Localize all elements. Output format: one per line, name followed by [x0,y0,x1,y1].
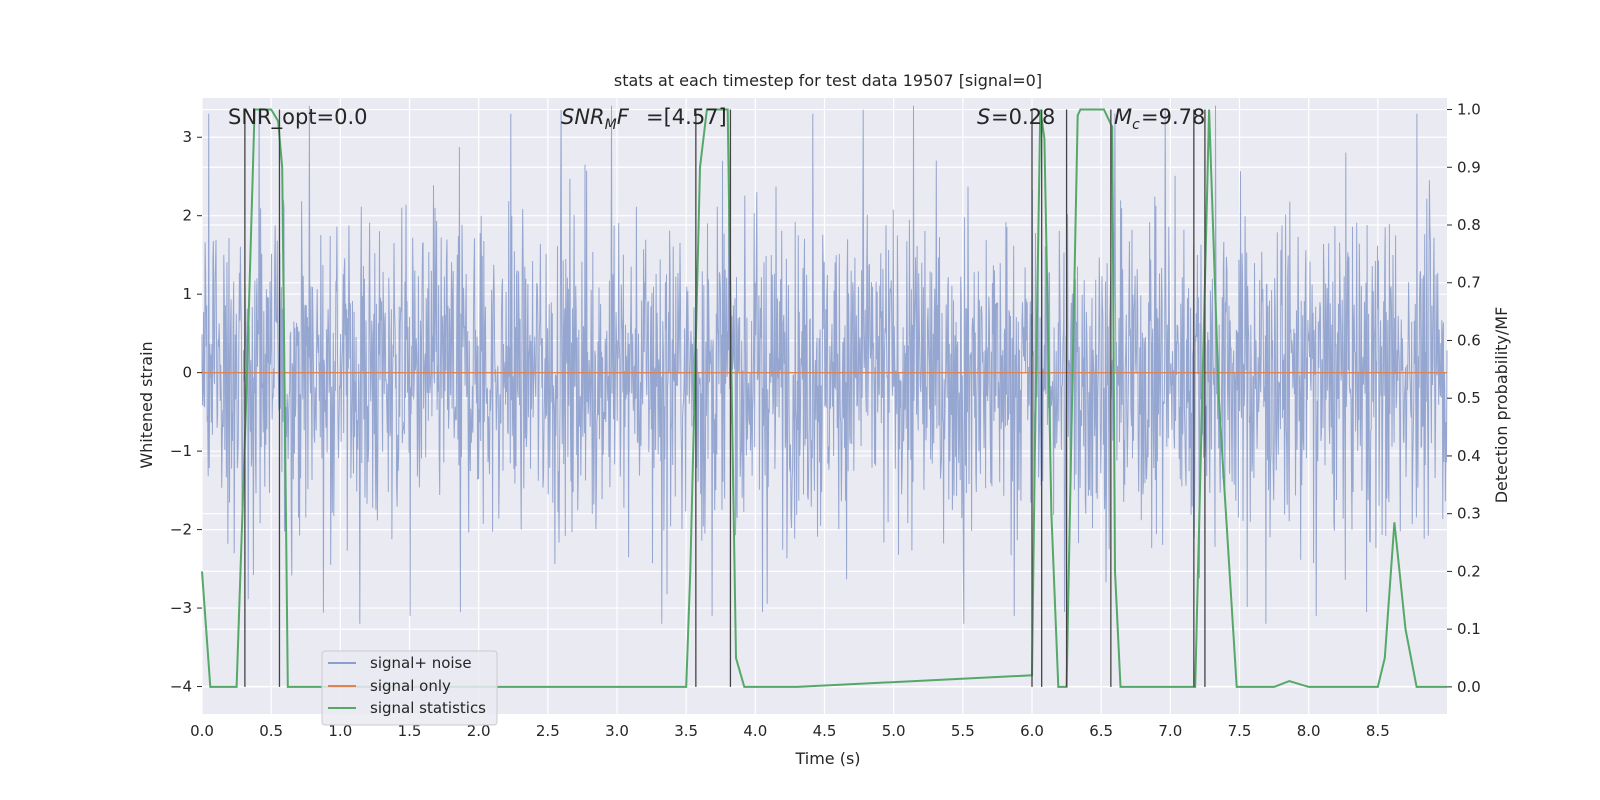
legend-label-stats: signal statistics [370,699,486,717]
detection-window-lines [244,109,1206,687]
x-tick-label: 3.5 [674,722,698,740]
y2-tick-label: 0.3 [1457,505,1481,523]
y2-tick-label: 1.0 [1457,101,1481,119]
chart-title: stats at each timestep for test data 195… [614,71,1042,90]
y2-tick-label: 0.4 [1457,447,1481,465]
y-axis-ticks: 3 2 1 0 −1 −2 −3 −4 [170,128,202,696]
y2-axis-label: Detection probability/MF [1492,307,1511,504]
x-tick-label: 3.0 [605,722,629,740]
x-tick-label: 0.5 [259,722,283,740]
signal-statistics-line [201,108,1447,688]
annotation-s-stat: S =0.28 [977,105,1055,129]
y2-tick-label: 0.2 [1457,562,1481,580]
y2-tick-label: 0.7 [1457,274,1481,292]
y-tick-label: −3 [170,599,192,617]
y-axis-label: Whitened strain [137,341,156,468]
y-tick-label: −4 [170,678,192,696]
x-tick-label: 7.0 [1158,722,1182,740]
signal-plus-noise-series [201,105,1448,624]
x-axis-label: Time (s) [794,749,860,768]
x-tick-label: 8.0 [1297,722,1321,740]
x-tick-label: 4.0 [743,722,767,740]
annotation-snr-mf: SNRMF =[4.57] [561,105,727,133]
y2-tick-label: 0.0 [1457,678,1481,696]
legend-label-signal: signal only [370,677,451,695]
y-tick-label: −2 [170,521,192,539]
y-tick-label: 3 [182,128,192,146]
annotation-mc-value: =9.78 [1141,105,1205,129]
annotation-s-value: =0.28 [991,105,1055,129]
x-tick-label: 0.0 [190,722,214,740]
annotation-snr-mf-symbol: SNRMF [561,105,630,133]
x-tick-label: 5.0 [882,722,906,740]
x-tick-label: 4.5 [813,722,837,740]
x-tick-label: 1.5 [398,722,422,740]
y2-axis-ticks: 0.0 0.1 0.2 0.3 0.4 0.5 0.6 0.7 0.8 0.9 1.0 [1447,101,1481,696]
annotation-s-symbol: S [977,105,990,129]
x-tick-label: 2.0 [467,722,491,740]
x-tick-label: 7.5 [1228,722,1252,740]
legend: signal+ noise signal only signal statist… [321,650,498,726]
annotation-snr-opt: SNR_opt=0.0 [228,105,368,130]
annotation-snr-mf-value: =[4.57] [646,105,727,129]
y2-tick-label: 0.9 [1457,158,1481,176]
noise-trace [201,105,1448,624]
y-tick-label: 1 [182,285,192,303]
y2-tick-label: 0.1 [1457,620,1481,638]
x-tick-label: 6.0 [1020,722,1044,740]
y2-tick-label: 0.6 [1457,331,1481,349]
legend-label-noise: signal+ noise [370,654,472,672]
y-tick-label: 2 [182,207,192,225]
x-axis-ticks: 0.0 0.5 1.0 1.5 2.0 2.5 3.0 3.5 4.0 4.5 5.0 5.5 6.0 6… [190,722,1390,740]
x-tick-label: 2.5 [536,722,560,740]
y-tick-label: 0 [182,364,192,382]
y-tick-label: −1 [170,442,192,460]
x-tick-label: 1.0 [328,722,352,740]
y2-tick-label: 0.5 [1457,389,1481,407]
x-tick-label: 6.5 [1089,722,1113,740]
signal-statistics-series [201,108,1447,688]
x-tick-label: 5.5 [951,722,975,740]
y2-tick-label: 0.8 [1457,216,1481,234]
legend-box [321,650,498,726]
annotation-mc: Mc =9.78 [1114,105,1205,133]
x-tick-label: 8.5 [1366,722,1390,740]
